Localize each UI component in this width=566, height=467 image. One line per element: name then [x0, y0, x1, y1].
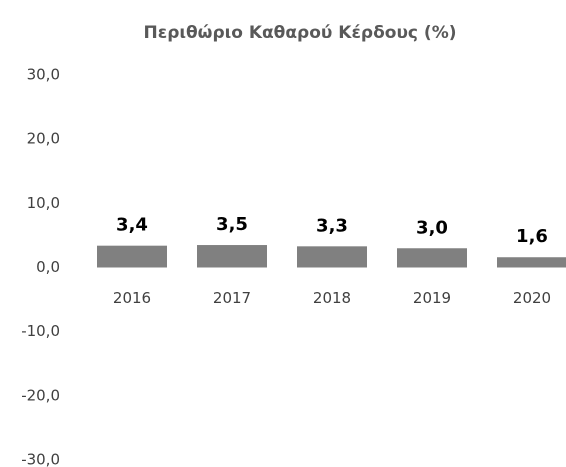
y-tick-label: -20,0 — [21, 386, 60, 404]
bar — [397, 248, 467, 268]
data-label: 3,3 — [316, 215, 348, 236]
y-tick-label: -30,0 — [21, 451, 60, 467]
bar — [97, 245, 167, 268]
x-tick-label: 2018 — [313, 289, 351, 307]
x-tick-label: 2017 — [213, 289, 251, 307]
y-tick-label: 0,0 — [36, 258, 60, 276]
y-tick-label: -10,0 — [21, 322, 60, 340]
data-label: 3,0 — [416, 217, 448, 238]
bar — [497, 257, 566, 268]
y-tick-label: 30,0 — [27, 66, 60, 84]
y-tick-label: 20,0 — [27, 130, 60, 148]
x-tick-label: 2019 — [413, 289, 451, 307]
x-tick-label: 2016 — [113, 289, 151, 307]
data-label: 3,5 — [216, 214, 248, 235]
y-tick-label: 10,0 — [27, 194, 60, 212]
data-label: 3,4 — [116, 215, 148, 236]
bar — [297, 246, 367, 268]
data-label: 1,6 — [516, 226, 548, 247]
x-tick-label: 2020 — [513, 289, 551, 307]
chart-title: Περιθώριο Καθαρού Κέρδους (%) — [144, 23, 457, 43]
bar — [197, 245, 267, 268]
